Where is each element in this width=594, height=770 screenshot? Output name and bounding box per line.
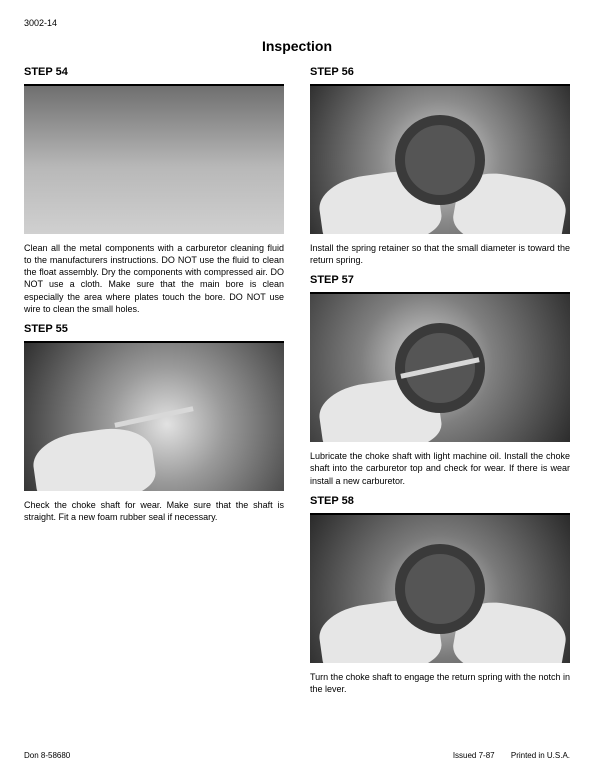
shaft-shape [114,406,193,428]
step-56-heading: STEP 56 [310,66,570,78]
footer-right: Issued 7-87 Printed in U.S.A. [439,751,570,760]
step-54-text: Clean all the metal components with a ca… [24,242,284,315]
page-footer: Don 8-58680 Issued 7-87 Printed in U.S.A… [24,751,570,760]
step-58-heading: STEP 58 [310,495,570,507]
footer-issued: Issued 7-87 [453,751,495,760]
ring-shape [395,115,485,205]
step-54-heading: STEP 54 [24,66,284,78]
step-56-text: Install the spring retainer so that the … [310,242,570,266]
right-column: STEP 56 Install the spring retainer so t… [310,64,570,703]
step-57-photo [310,292,570,442]
step-55-photo [24,341,284,491]
step-55-heading: STEP 55 [24,323,284,335]
step-55-text: Check the choke shaft for wear. Make sur… [24,499,284,523]
hand-shape [30,423,159,491]
step-56-photo [310,84,570,234]
step-54-photo [24,84,284,234]
ring-shape [395,544,485,634]
footer-printed: Printed in U.S.A. [511,751,570,760]
step-57-text: Lubricate the choke shaft with light mac… [310,450,570,486]
footer-doc-number: Don 8-58680 [24,751,70,760]
step-58-photo [310,513,570,663]
content-columns: STEP 54 Clean all the metal components w… [24,64,570,703]
page-title: Inspection [24,38,570,54]
left-column: STEP 54 Clean all the metal components w… [24,64,284,703]
step-57-heading: STEP 57 [310,274,570,286]
step-58-text: Turn the choke shaft to engage the retur… [310,671,570,695]
page-number: 3002-14 [24,18,570,28]
